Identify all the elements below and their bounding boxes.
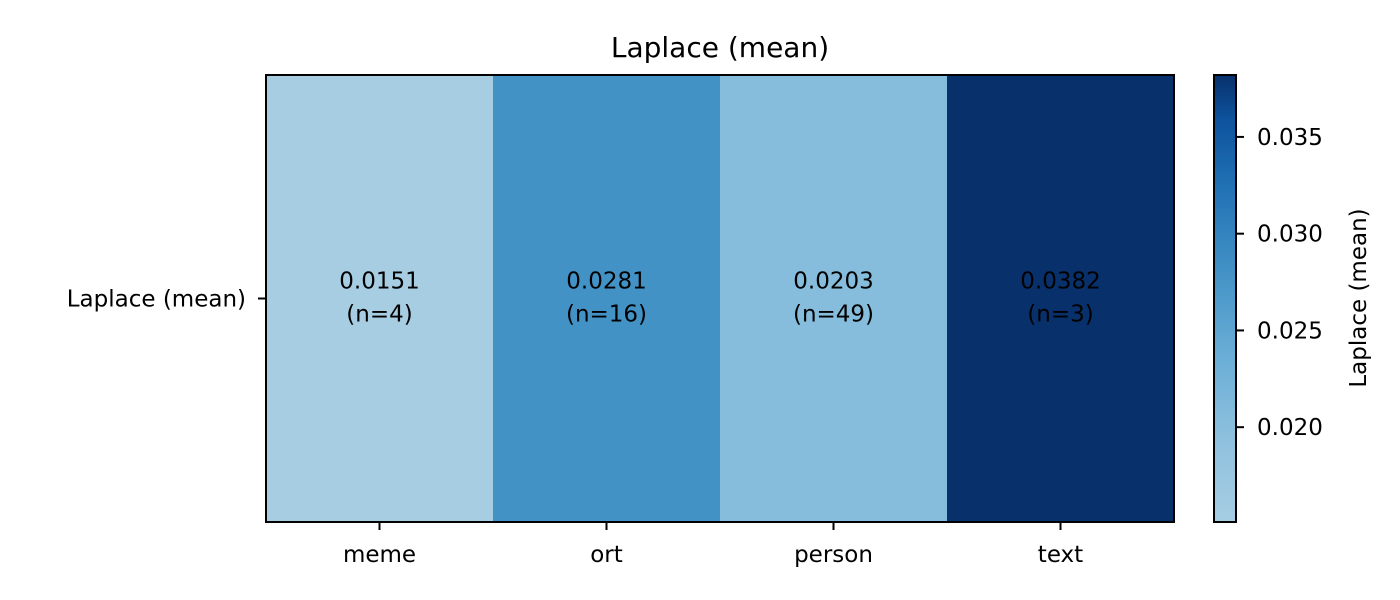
colorbar-tick-label: 0.020 xyxy=(1257,415,1323,441)
colorbar-ticks: 0.020 0.025 0.030 0.035 xyxy=(1236,125,1323,441)
colorbar-tick-label: 0.030 xyxy=(1257,222,1323,248)
heatmap-cell-person xyxy=(720,75,948,522)
x-tick-label: meme xyxy=(343,542,416,568)
y-axis: Laplace (mean) xyxy=(67,287,266,313)
cell-value-label: 0.0203 xyxy=(793,269,873,295)
cell-count-label: (n=4) xyxy=(346,302,412,328)
cell-value-label: 0.0382 xyxy=(1020,269,1100,295)
cell-value-label: 0.0281 xyxy=(566,269,646,295)
cell-value-label: 0.0151 xyxy=(339,269,419,295)
cell-count-label: (n=16) xyxy=(566,302,647,328)
colorbar-frame xyxy=(1213,74,1237,523)
heatmap-cell-meme xyxy=(266,75,494,522)
x-axis: meme ort person text xyxy=(343,522,1083,568)
x-tick-label: text xyxy=(1038,542,1083,568)
colorbar-gradient xyxy=(1214,75,1236,522)
x-tick-label: ort xyxy=(590,542,623,568)
chart-title: Laplace (mean) xyxy=(611,31,829,64)
colorbar-label: Laplace (mean) xyxy=(1346,208,1372,387)
y-tick-label: Laplace (mean) xyxy=(67,287,246,313)
x-tick-label: person xyxy=(794,542,873,568)
colorbar: 0.020 0.025 0.030 0.035 Laplace (mean) xyxy=(1213,74,1372,523)
heatmap-cells xyxy=(266,75,1175,522)
cell-count-label: (n=3) xyxy=(1027,302,1093,328)
heatmap-cell-text xyxy=(947,75,1175,522)
heatmap-cell-labels: 0.0151 (n=4) 0.0281 (n=16) 0.0203 (n=49) 0.038… xyxy=(339,269,1100,328)
heatmap-cell-ort xyxy=(493,75,721,522)
cell-count-label: (n=49) xyxy=(793,302,874,328)
colorbar-tick-label: 0.035 xyxy=(1257,125,1323,151)
colorbar-tick-label: 0.025 xyxy=(1257,318,1323,344)
